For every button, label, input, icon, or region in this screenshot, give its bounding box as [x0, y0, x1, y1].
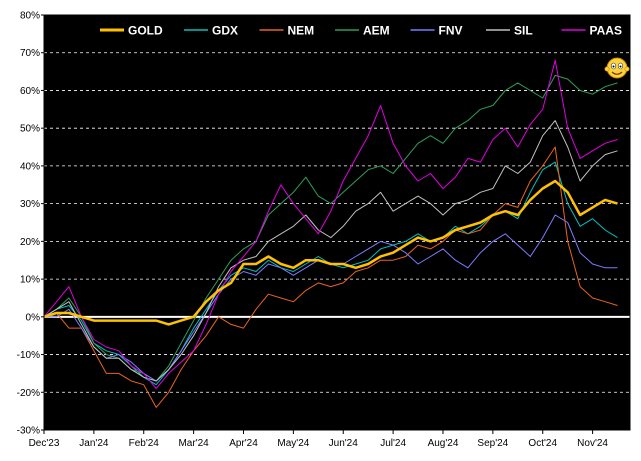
x-tick-label: Feb'24 — [129, 438, 160, 449]
legend-label-nem: NEM — [288, 24, 315, 38]
y-tick-label: 70% — [20, 48, 40, 59]
series-line-paas — [43, 59, 618, 389]
series-line-aem — [43, 74, 618, 382]
x-tick-label: Jul'24 — [380, 438, 406, 449]
y-tick-label: -20% — [17, 388, 40, 399]
gridlines — [44, 52, 630, 393]
x-tick-label: Sep'24 — [477, 438, 508, 449]
legend-label-aem: AEM — [363, 24, 390, 38]
legend-label-paas: PAAS — [590, 24, 622, 38]
y-tick-label: 20% — [20, 237, 40, 248]
smiley-face-icon — [604, 57, 630, 79]
legend-label-gold: GOLD — [128, 24, 163, 38]
y-tick-label: 30% — [20, 199, 40, 210]
series-line-gold — [43, 179, 618, 326]
y-tick-label: -10% — [17, 350, 40, 361]
y-tick-label: 50% — [20, 124, 40, 135]
x-tick-label: Mar'24 — [178, 438, 209, 449]
x-tick-label: May'24 — [277, 438, 309, 449]
y-tick-label: -30% — [17, 426, 40, 437]
plot-border — [43, 14, 631, 431]
y-tick-label: 10% — [20, 275, 40, 286]
plot-background — [44, 15, 630, 430]
series-line-sil — [43, 120, 618, 382]
x-tick-label: Jan'24 — [79, 438, 109, 449]
x-tick-label: Jun'24 — [329, 438, 359, 449]
y-tick-label: 60% — [20, 86, 40, 97]
x-tick-label: Dec'23 — [29, 438, 60, 449]
series-lines — [43, 59, 618, 408]
y-tick-label: 80% — [20, 11, 40, 22]
legend-label-sil: SIL — [514, 24, 533, 38]
legend-label-fnv: FNV — [439, 24, 463, 38]
legend: GOLD GDX NEM AEM FNV SIL PAAS — [100, 24, 622, 38]
x-tick-label: Aug'24 — [428, 438, 459, 449]
x-tick-label: Apr'24 — [229, 438, 258, 449]
axes: -30% -20% -10% 0% 10% 20% 30% 40% 50% 60% 70% 80% De… — [17, 11, 631, 449]
x-tick-label: Nov'24 — [577, 438, 608, 449]
legend-label-gdx: GDX — [212, 24, 238, 38]
x-tick-label: Oct'24 — [528, 438, 557, 449]
y-tick-label: 0% — [26, 312, 41, 323]
y-tick-label: 40% — [20, 161, 40, 172]
series-line-nem — [43, 146, 618, 408]
